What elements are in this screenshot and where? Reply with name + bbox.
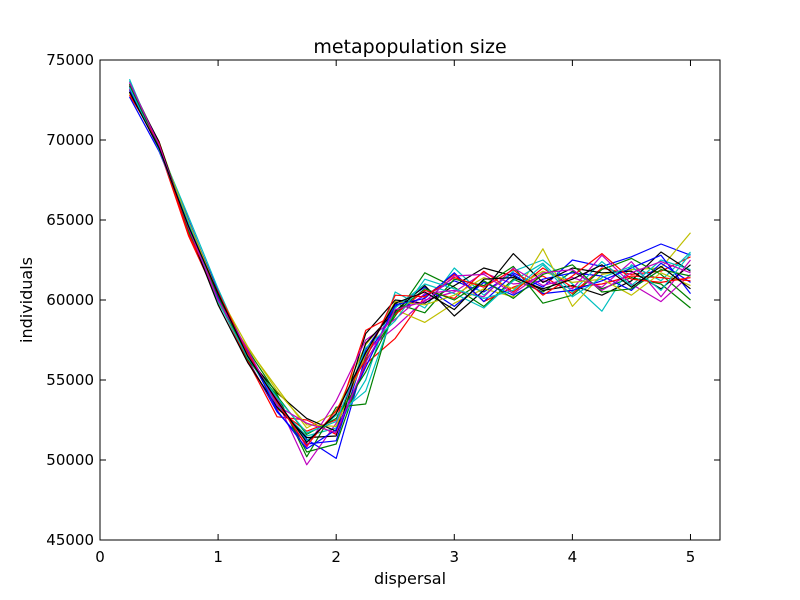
x-axis-label: dispersal [374,569,446,588]
series-line-17 [128,94,691,447]
y-tick-label-2: 55000 [46,371,94,389]
x-tick-label-3: 3 [450,548,460,566]
series-line-18 [128,86,691,434]
y-tick-label-6: 75000 [46,51,94,69]
x-tick-label-4: 4 [568,548,578,566]
y-tick-label-3: 60000 [46,291,94,309]
y-axis-label: individuals [17,257,36,343]
series-line-14 [128,85,691,439]
x-tick-label-1: 1 [213,548,223,566]
series-line-19 [128,82,691,434]
plot-frame [99,59,721,541]
y-tick-label-4: 65000 [46,211,94,229]
x-tick-label-5: 5 [686,548,696,566]
series-line-20 [128,91,691,443]
y-tick-label-1: 50000 [46,451,94,469]
x-tick-label-0: 0 [95,548,105,566]
chart-title: metapopulation size [313,36,506,58]
y-tick-label-5: 70000 [46,131,94,149]
x-tick-label-2: 2 [331,548,341,566]
y-tick-label-0: 45000 [46,531,94,549]
ticks-group: 0 1 2 3 4 5 45000 50000 55000 60000 65000 70000 7500… [46,51,720,566]
series-group [128,78,691,466]
